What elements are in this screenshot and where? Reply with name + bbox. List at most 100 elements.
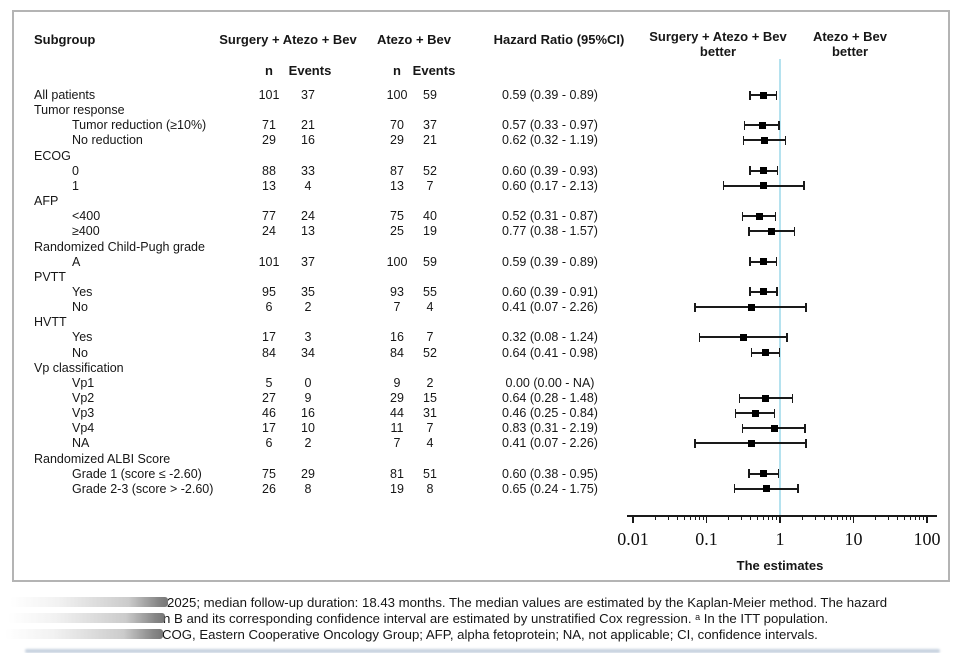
x-axis-title: The estimates	[736, 558, 824, 573]
axis-minor-tick	[768, 515, 770, 520]
ci-cap-high	[777, 469, 780, 479]
axis-major-tick	[705, 515, 708, 523]
subgroup-group-row: Tumor response	[14, 103, 948, 117]
axis-minor-tick	[689, 515, 691, 520]
cell-e1: 2	[304, 436, 312, 451]
axis-major-tick	[852, 515, 855, 523]
axis-tick-label: 10	[844, 529, 863, 549]
subgroup-data-row: No 6 2 7 4 0.41 (0.07 - 2.26)	[14, 300, 948, 314]
subgroup-data-row: 0 88 33 87 52 0.60 (0.39 - 0.93)	[14, 164, 948, 178]
subgroup-group-row: AFP	[14, 194, 948, 208]
point-estimate-marker	[760, 182, 768, 190]
cell-e1: 16	[301, 406, 315, 421]
axis-minor-tick	[814, 515, 816, 520]
redaction-bar-1	[10, 597, 168, 607]
point-estimate-marker	[755, 212, 763, 220]
cell-e2: 59	[423, 88, 437, 102]
cell-e1: 3	[304, 330, 312, 345]
cell-e2: 59	[423, 254, 437, 269]
subgroup-data-row: Tumor reduction (≥10%) 71 21 70 37 0.57 (0.33…	[14, 118, 948, 132]
axis-minor-tick	[702, 515, 704, 520]
cell-n2: 25	[390, 224, 404, 239]
cell-n1: 29	[262, 133, 276, 148]
ci-cap-low	[743, 120, 746, 130]
cell-hazard-ratio: 0.32 (0.08 - 1.24)	[502, 330, 598, 345]
cell-n2: 84	[390, 345, 404, 360]
point-estimate-marker	[761, 136, 769, 144]
subgroup-data-row: No reduction 29 16 29 21 0.62 (0.32 - 1.19)	[14, 133, 948, 147]
cell-e1: 16	[301, 133, 315, 148]
subgroup-label: <400	[72, 209, 101, 224]
cell-hazard-ratio: 0.46 (0.25 - 0.84)	[502, 406, 598, 421]
cell-hazard-ratio: 0.41 (0.07 - 2.26)	[502, 300, 598, 315]
caption-line-2: n B and its corresponding confidence int…	[163, 610, 829, 626]
cell-e1: 37	[301, 254, 315, 269]
axis-minor-tick	[841, 515, 843, 520]
axis-minor-tick	[776, 515, 778, 520]
ci-cap-high	[775, 257, 778, 267]
cell-n1: 27	[262, 391, 276, 405]
axis-minor-tick	[910, 515, 912, 520]
axis-minor-tick	[923, 515, 925, 520]
subgroup-group-row: PVTT	[14, 270, 948, 284]
ci-cap-low	[749, 166, 751, 176]
subgroup-data-row: ≥400 24 13 25 19 0.77 (0.38 - 1.57)	[14, 224, 948, 238]
ci-cap-low	[748, 469, 750, 479]
cell-n2: 87	[390, 163, 404, 178]
axis-minor-tick	[823, 515, 825, 520]
cell-hazard-ratio: 0.60 (0.39 - 0.91)	[502, 284, 598, 299]
subgroup-label: No	[72, 300, 88, 315]
point-estimate-marker	[760, 470, 768, 478]
subgroup-label: ECOG	[34, 148, 71, 163]
subgroup-label: 0	[72, 163, 79, 178]
cell-e2: 4	[426, 436, 434, 451]
point-estimate-marker	[762, 394, 770, 402]
cell-hazard-ratio: 0.60 (0.38 - 0.95)	[502, 466, 598, 481]
axis-minor-tick	[836, 515, 838, 520]
ci-cap-high	[773, 408, 776, 418]
cell-e2: 8	[426, 481, 434, 496]
axis-major-tick	[632, 515, 634, 523]
subgroup-label: Grade 1 (score ≤ -2.60)	[72, 466, 202, 481]
subgroup-label: Vp4	[72, 421, 95, 436]
axis-minor-tick	[919, 515, 921, 520]
cell-hazard-ratio: 0.41 (0.07 - 2.26)	[502, 436, 598, 451]
cell-hazard-ratio: 0.59 (0.39 - 0.89)	[502, 254, 598, 269]
axis-line	[627, 515, 937, 517]
point-estimate-marker	[758, 121, 766, 129]
subgroup-label: Yes	[72, 330, 93, 345]
column-header-arm2: Atezo + Bev	[376, 32, 452, 47]
point-estimate-marker	[762, 485, 770, 493]
label-right-better-line2: better	[831, 44, 869, 59]
cell-e2: 52	[423, 345, 437, 360]
subgroup-label: Tumor reduction (≥10%)	[72, 118, 207, 133]
axis-minor-tick	[654, 515, 656, 520]
cell-e1: 10	[301, 421, 315, 436]
cell-n1: 75	[262, 466, 276, 481]
cell-n1: 5	[265, 375, 273, 390]
cell-n1: 101	[258, 254, 280, 269]
cell-hazard-ratio: 0.60 (0.17 - 2.13)	[502, 178, 598, 193]
ci-cap-high	[791, 393, 794, 403]
cell-n1: 24	[262, 224, 276, 239]
ci-cap-high	[805, 302, 807, 312]
cell-e1: 24	[301, 209, 315, 224]
cell-n2: 93	[390, 284, 404, 299]
subheader-n-arm2: n	[393, 63, 401, 78]
subgroup-group-row: HVTT	[14, 315, 948, 329]
point-estimate-marker	[768, 227, 776, 235]
axis-minor-tick	[763, 515, 765, 520]
cell-n1: 101	[258, 88, 280, 102]
cell-n2: 29	[390, 391, 404, 405]
figure-caption: 2025; median follow-up duration: 18.43 m…	[0, 588, 960, 653]
axis-major-tick	[779, 515, 781, 523]
ci-cap-low	[749, 257, 751, 267]
subgroup-label: Vp classification	[34, 360, 124, 375]
point-estimate-marker	[762, 349, 770, 357]
axis-minor-tick	[676, 515, 678, 520]
label-left-better-line2: better	[699, 44, 737, 59]
subgroup-label: A	[72, 254, 81, 269]
cell-e2: 21	[423, 133, 437, 148]
subgroup-label: Randomized ALBI Score	[34, 451, 171, 466]
ci-cap-high	[776, 287, 778, 297]
